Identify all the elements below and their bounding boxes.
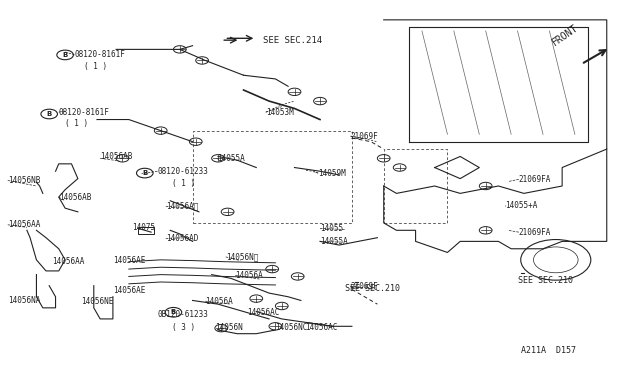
Text: 14056A: 14056A xyxy=(205,297,233,306)
Text: 14056NB: 14056NB xyxy=(8,176,40,185)
Text: 14056AD: 14056AD xyxy=(166,234,198,243)
Text: 14053M: 14053M xyxy=(266,108,294,117)
Text: ( 3 ): ( 3 ) xyxy=(172,323,195,331)
Text: ( 1 ): ( 1 ) xyxy=(65,119,88,128)
Text: 14056N: 14056N xyxy=(215,323,243,331)
Text: 21069FA: 21069FA xyxy=(519,228,551,237)
Text: 14056NA: 14056NA xyxy=(8,296,40,305)
Text: 08120-8161F: 08120-8161F xyxy=(59,108,109,117)
Text: 14055+A: 14055+A xyxy=(505,201,537,210)
Text: B: B xyxy=(47,111,52,117)
Text: FRONT: FRONT xyxy=(550,22,580,48)
Text: 14056AC: 14056AC xyxy=(305,323,337,331)
Text: 14075: 14075 xyxy=(132,223,155,232)
Text: SEE SEC.210: SEE SEC.210 xyxy=(518,276,573,285)
Text: ( 1 ): ( 1 ) xyxy=(172,179,195,187)
Text: 14056AB: 14056AB xyxy=(100,152,132,161)
Text: 08120-8161F: 08120-8161F xyxy=(75,51,125,60)
Text: 14056NC: 14056NC xyxy=(275,323,308,331)
Text: SEE SEC.214: SEE SEC.214 xyxy=(262,36,322,45)
Text: B: B xyxy=(63,52,68,58)
Text: A211A  D157: A211A D157 xyxy=(521,346,576,355)
Text: 21069FA: 21069FA xyxy=(519,175,551,184)
Text: 21069F: 21069F xyxy=(351,282,378,291)
Text: B: B xyxy=(142,170,147,176)
Text: B: B xyxy=(171,309,176,315)
Text: 14055: 14055 xyxy=(320,224,343,233)
Text: ( 1 ): ( 1 ) xyxy=(84,61,108,71)
Text: 14056NE: 14056NE xyxy=(81,297,113,306)
Text: 14055A: 14055A xyxy=(320,237,348,246)
Text: 14056Nᴅ: 14056Nᴅ xyxy=(226,252,258,262)
Text: 14056AA: 14056AA xyxy=(8,220,40,229)
Text: 14056AE: 14056AE xyxy=(113,286,145,295)
Text: 14056Aᴅ: 14056Aᴅ xyxy=(166,202,198,211)
Text: 14056AA: 14056AA xyxy=(52,257,84,266)
Text: 14059M: 14059M xyxy=(318,169,346,177)
Text: 0B120-61233: 0B120-61233 xyxy=(157,310,209,319)
Text: 14056A: 14056A xyxy=(236,271,263,280)
Text: 14056AB: 14056AB xyxy=(59,193,91,202)
Text: 14056AE: 14056AE xyxy=(113,256,145,265)
Text: 14056AC: 14056AC xyxy=(246,308,279,317)
Text: 08120-61233: 08120-61233 xyxy=(157,167,209,176)
Text: SEE SEC.210: SEE SEC.210 xyxy=(346,284,401,293)
Text: 14055A: 14055A xyxy=(217,154,244,163)
Text: 21069F: 21069F xyxy=(351,132,378,141)
